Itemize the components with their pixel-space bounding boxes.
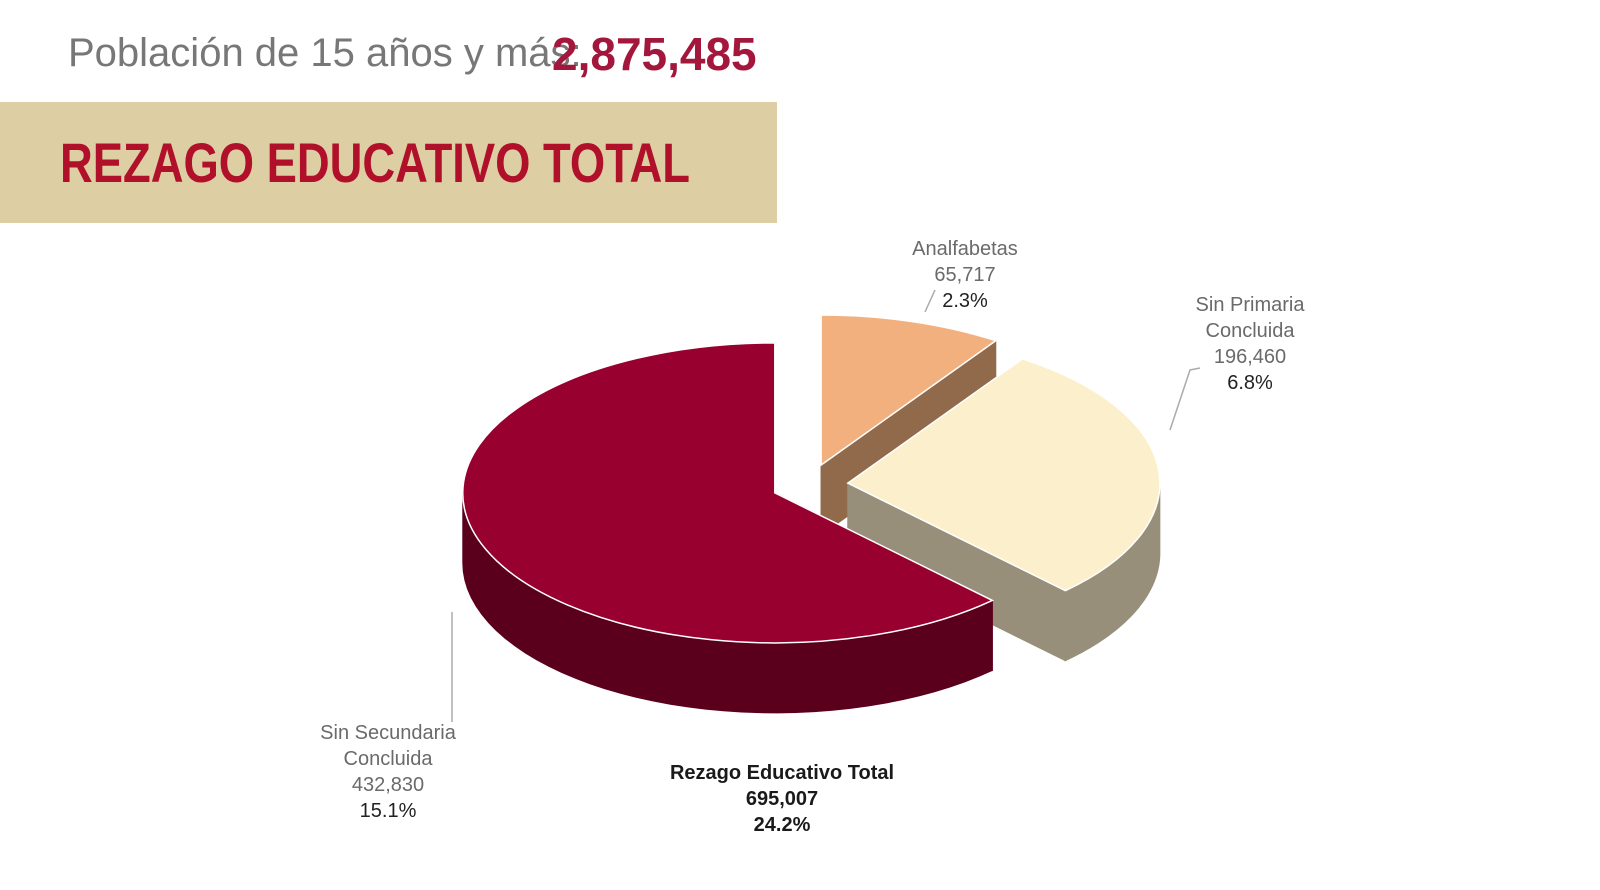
- leader-line: [1169, 367, 1201, 431]
- total-label: Rezago Educativo Total 695,007 24.2%: [632, 760, 932, 838]
- value-label: 196,460: [1213, 346, 1287, 368]
- banner-title: REZAGO EDUCATIVO TOTAL: [60, 131, 690, 194]
- percent-label: 2.3%: [942, 290, 988, 312]
- slice: [846, 358, 1161, 592]
- category: Sin Secundaria Concluida: [320, 722, 456, 770]
- slice: [820, 314, 998, 467]
- category: Analfabetas: [912, 238, 1018, 260]
- leader-lines: [451, 289, 1201, 722]
- total-percent: 24.2%: [753, 814, 811, 836]
- slice-label: Sin Primaria Concluida 196,460 6.8%: [1165, 292, 1335, 396]
- value-label: 65,717: [934, 264, 996, 286]
- category: Sin Primaria Concluida: [1195, 294, 1305, 342]
- leader-line: [924, 289, 936, 313]
- slice: [462, 342, 995, 644]
- header-value: 2,875,485: [552, 28, 757, 80]
- pie: [462, 314, 1161, 714]
- percent-label: 6.8%: [1227, 372, 1273, 394]
- slice-label: Analfabetas 65,717 2.3%: [880, 236, 1050, 314]
- percent-label: 15.1%: [359, 800, 417, 822]
- total-name: Rezago Educativo Total: [669, 762, 895, 784]
- value-label: 432,830: [351, 774, 425, 796]
- total-value: 695,007: [745, 788, 819, 810]
- banner: [0, 102, 777, 223]
- slice-label: Sin Secundaria Concluida 432,830 15.1%: [303, 720, 473, 824]
- header-label: Población de 15 años y más:: [68, 31, 582, 75]
